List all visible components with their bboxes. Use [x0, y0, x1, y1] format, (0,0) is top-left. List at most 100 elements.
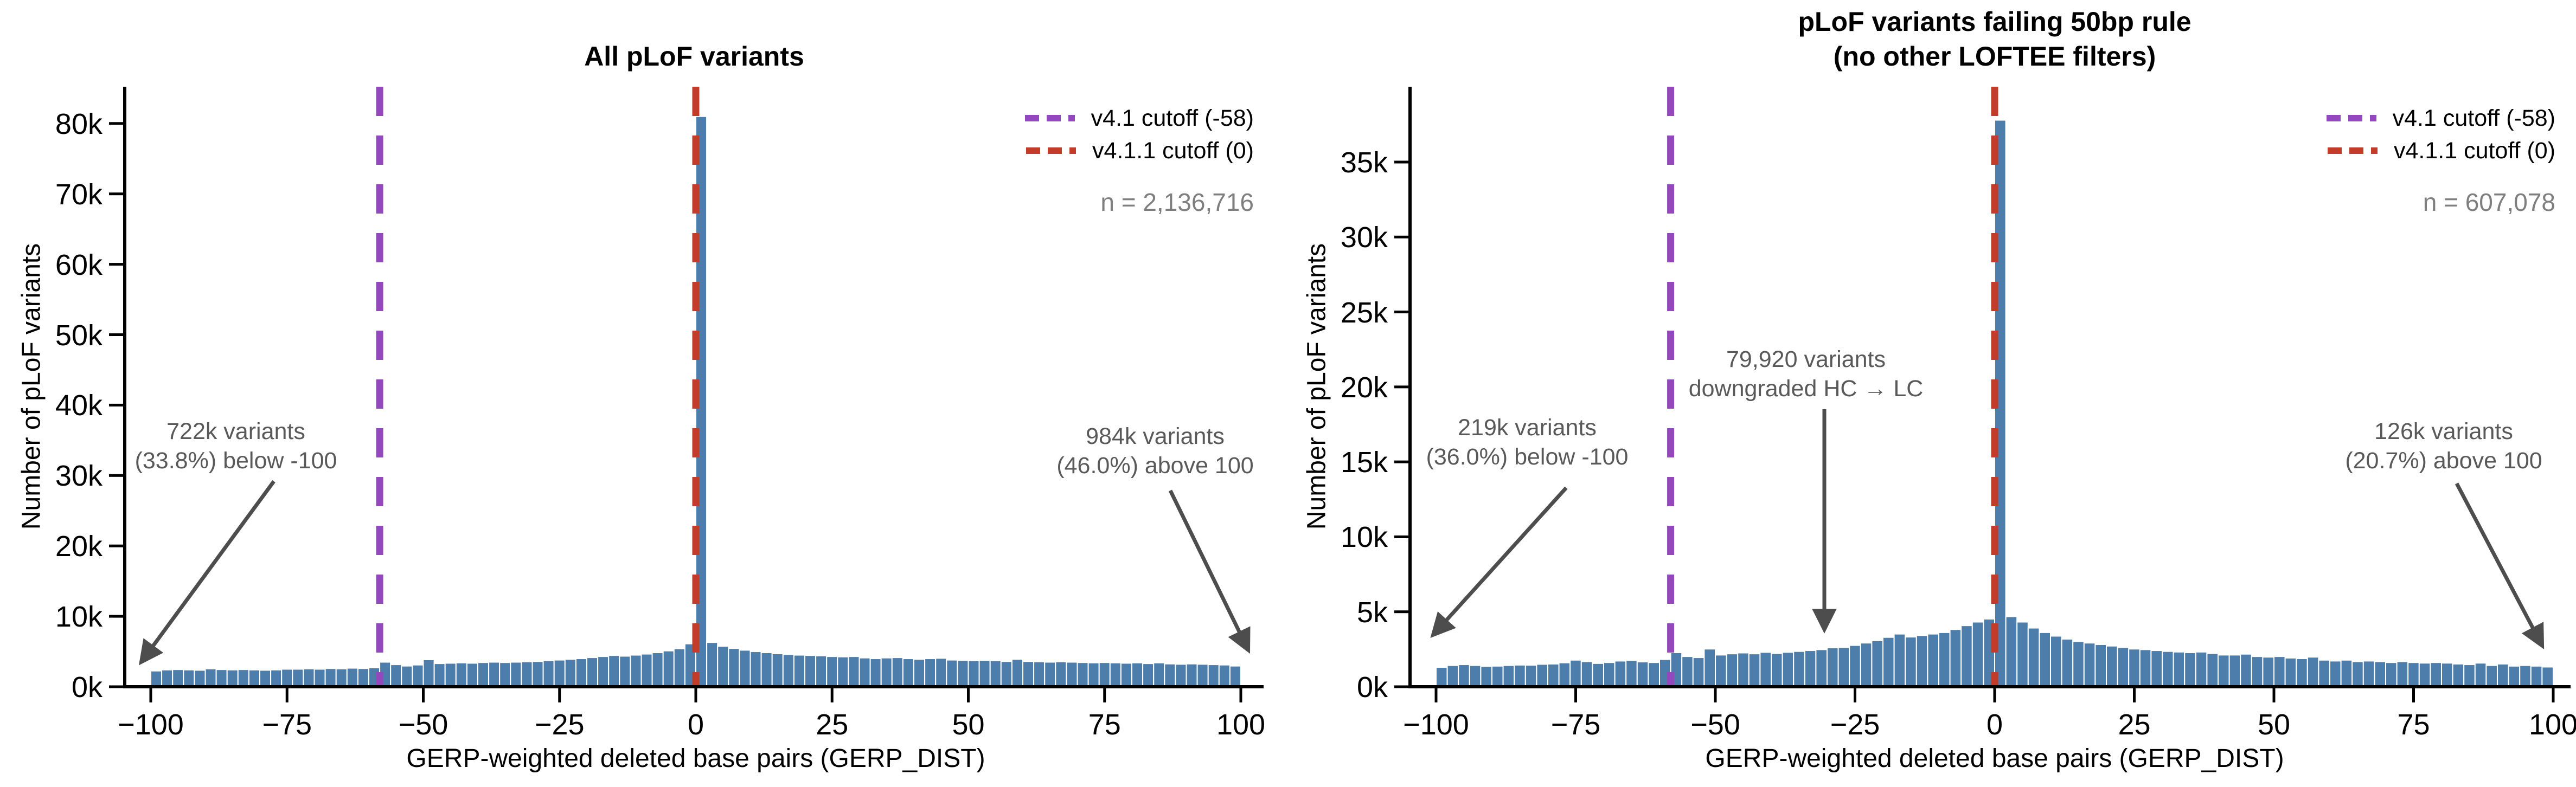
chart-title-left: All pLoF variants [584, 39, 804, 74]
histogram-bar [2251, 656, 2264, 687]
v411-cutoff-line-sample-icon [2328, 147, 2378, 154]
y-tick-label: 0k [71, 671, 102, 704]
histogram-bar [2351, 661, 2364, 688]
y-tick-label: 50k [55, 319, 102, 352]
histogram-bar [1502, 665, 1515, 687]
histogram-bar [401, 665, 413, 687]
histogram-bar [1469, 665, 1482, 687]
x-tick [967, 688, 970, 702]
y-tick [109, 403, 123, 407]
annotation-below-range-right: 219k variants (36.0%) below -100 [1426, 413, 1629, 472]
histogram-bar [1186, 663, 1198, 687]
y-tick [109, 615, 123, 618]
annotation-line: 722k variants [166, 418, 305, 444]
histogram-bar [433, 663, 446, 688]
histogram-bar [1218, 664, 1231, 687]
histogram-bar [161, 669, 174, 687]
histogram-bar [2094, 644, 2107, 687]
y-tick-label: 70k [55, 178, 102, 211]
histogram-bar [1066, 661, 1078, 688]
histogram-bar [346, 667, 358, 688]
x-tick [830, 688, 834, 702]
histogram-bar [1681, 656, 1694, 687]
histogram-bar [651, 651, 664, 688]
histogram-bar [1524, 665, 1537, 688]
y-tick [109, 263, 123, 266]
legend-item-v41-right: v4.1 cutoff (-58) [2326, 103, 2555, 133]
histogram-bar [793, 654, 806, 688]
y-tick-label: 20k [1340, 371, 1388, 404]
x-tick [2552, 688, 2555, 702]
histogram-bar [1905, 636, 1917, 687]
histogram-bar [858, 657, 871, 687]
sample-size-right: n = 607,078 [2423, 188, 2555, 216]
annotation-line: 219k variants [1458, 415, 1597, 441]
x-axis-spine [1408, 685, 2571, 688]
y-tick [109, 474, 123, 477]
x-tick [1103, 688, 1106, 702]
histogram-bar [2150, 650, 2163, 688]
histogram-bar [1446, 665, 1459, 687]
y-tick-label: 20k [55, 530, 102, 563]
histogram-bar [2240, 653, 2252, 688]
chart-title-right: pLoF variants failing 50bp rule (no othe… [1798, 4, 2191, 74]
histogram-bar [1915, 635, 1928, 688]
histogram-bar [1692, 657, 1705, 687]
y-tick [1394, 160, 1408, 164]
histogram-bar [957, 660, 969, 687]
annotation-downgraded-right: 79,920 variants downgraded HC → LC [1689, 345, 1924, 403]
x-tick [2412, 688, 2415, 702]
histogram-bar [2173, 651, 2186, 688]
histogram-bar [1011, 659, 1024, 687]
histogram-bar [150, 670, 163, 687]
histogram-bar [2362, 660, 2375, 687]
x-tick [694, 688, 697, 702]
histogram-bar [2195, 651, 2208, 688]
histogram-bar [2441, 662, 2453, 687]
histogram-bar [2340, 659, 2353, 687]
x-tick [1239, 688, 1242, 702]
histogram-bar [1436, 667, 1448, 687]
histogram-bar [521, 661, 533, 687]
v411-cutoff-line-sample-icon [1026, 147, 1076, 154]
histogram-bar [575, 658, 588, 688]
x-tick-label: −100 [1403, 708, 1469, 741]
legend-label: v4.1 cutoff (-58) [1091, 105, 1254, 131]
histogram-bar [335, 668, 348, 687]
legend-item-v411-right: v4.1.1 cutoff (0) [2328, 136, 2555, 166]
x-tick-label: 0 [687, 708, 704, 741]
histogram-bar [531, 661, 544, 687]
histogram-bar [1603, 662, 1616, 688]
histogram-bar [2530, 665, 2543, 688]
histogram-bar [1971, 621, 1984, 687]
histogram-bar [2452, 663, 2465, 687]
histogram-bar [2005, 616, 2018, 687]
histogram-bar [2418, 662, 2431, 687]
y-tick [1394, 685, 1408, 688]
histogram-bar [1949, 629, 1962, 687]
x-tick-label: 0 [1986, 708, 2003, 741]
y-tick [109, 122, 123, 125]
annotation-arrow [1168, 489, 1251, 654]
histogram-bar [1120, 662, 1132, 688]
histogram-bar [1098, 662, 1111, 687]
chart-title-right-line1: pLoF variants failing 50bp rule [1798, 7, 2191, 37]
histogram-bar [1927, 633, 1939, 687]
histogram-bar [259, 669, 272, 688]
annotation-line: 126k variants [2374, 418, 2513, 444]
histogram-bar [303, 668, 315, 687]
histogram-bar [728, 648, 740, 687]
x-tick-label: 25 [816, 708, 849, 741]
histogram-bar [2284, 657, 2297, 687]
histogram-bar [183, 669, 195, 687]
histogram-bar [1033, 661, 1046, 687]
y-tick-label: 10k [1340, 521, 1388, 554]
x-tick-label: −100 [118, 708, 184, 741]
histogram-bar [455, 662, 467, 687]
annotation-arrow [1430, 486, 1568, 638]
histogram-bar [1782, 651, 1795, 688]
histogram-bar [1815, 649, 1828, 688]
histogram-bar [1000, 661, 1013, 687]
histogram-bar [2228, 654, 2241, 688]
histogram-bar [1142, 663, 1155, 688]
